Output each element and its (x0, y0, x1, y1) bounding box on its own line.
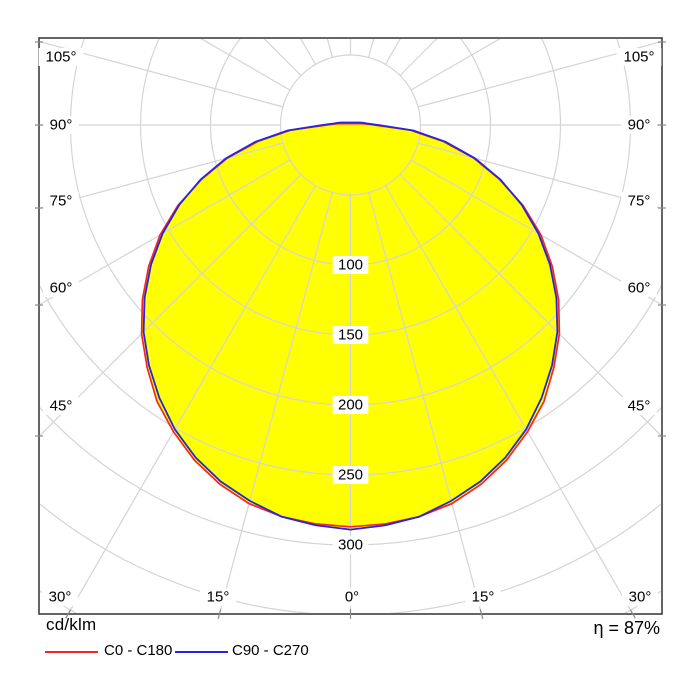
legend-label-c0-c180: C0 - C180 (104, 642, 173, 659)
grid-ray (399, 174, 661, 437)
grid-ray (40, 174, 302, 437)
grid-ray (417, 41, 661, 108)
plot-labels: 105° 105° 90° 90° 75° 75° 60° 60° 45° 45° 30° 15° 0°… (38, 48, 662, 606)
legend: C0 - C180 C90 - C270 (0, 641, 700, 663)
angle-label-bottom: 15° (472, 589, 495, 606)
angle-label-left: 75° (50, 193, 73, 210)
radial-tick-label: 100 (338, 257, 363, 274)
angle-label-left: 45° (50, 398, 73, 415)
angle-label-right: 75° (628, 193, 651, 210)
grid-ray (410, 39, 501, 91)
angle-label-left: 105° (45, 49, 76, 66)
angle-label-bottom: 0° (345, 589, 359, 606)
unit-label: cd/klm (46, 615, 97, 634)
efficiency-value: η = 87% (593, 618, 660, 638)
grid-ray (368, 192, 482, 613)
radial-tick-label: 200 (338, 397, 363, 414)
legend-line-c0-c180-icon (45, 651, 98, 653)
angle-ticks (35, 41, 666, 619)
legend-label-c90-c270: C90 - C270 (232, 642, 309, 659)
curve-c90-c270 (142, 121, 559, 531)
grid-ray (40, 159, 291, 305)
grid-ray (417, 142, 661, 209)
grid-ray (219, 192, 333, 613)
angle-label-right: 60° (628, 280, 651, 297)
grid-ray (200, 39, 291, 91)
angle-label-left: 90° (50, 117, 73, 134)
grid-ray (410, 159, 661, 305)
radial-tick-label: 150 (338, 327, 363, 344)
legend-line-c90-c270-icon (175, 651, 228, 653)
radial-tick-label: 250 (338, 467, 363, 484)
radial-tick-label: 300 (338, 537, 363, 554)
grid-ray (40, 142, 284, 209)
angle-label-right: 90° (628, 117, 651, 134)
angle-label-bottom: 30° (49, 589, 72, 606)
angle-label-left: 60° (50, 280, 73, 297)
angle-label-bottom: 30° (629, 589, 652, 606)
angle-label-right: 105° (623, 49, 654, 66)
angle-label-right: 45° (628, 398, 651, 415)
angle-label-bottom: 15° (207, 589, 230, 606)
grid-ray (40, 41, 284, 108)
